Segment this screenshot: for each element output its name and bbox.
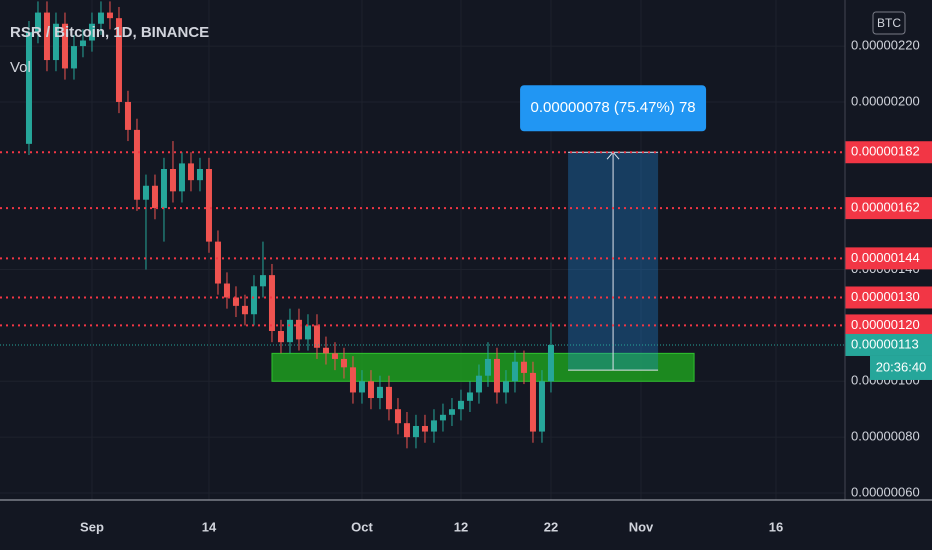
- candle-body: [142, 185, 149, 200]
- y-tick-label: 0.00000060: [851, 484, 920, 499]
- level-tag: [845, 247, 932, 270]
- candle-body: [349, 367, 356, 393]
- candle-body: [439, 414, 446, 421]
- candle-body: [295, 319, 302, 340]
- candle-body: [502, 381, 509, 393]
- candle-body: [214, 241, 221, 284]
- candle-body: [106, 12, 113, 19]
- candle-body: [547, 344, 554, 382]
- level-label: 0.00000130: [851, 289, 920, 304]
- candle-body: [448, 409, 455, 415]
- y-tick-label: 0.00000200: [851, 93, 920, 108]
- candle-body: [385, 386, 392, 410]
- candle-body: [124, 101, 131, 130]
- y-tick-label: 0.00000080: [851, 429, 920, 444]
- currency-label[interactable]: BTC: [877, 16, 901, 30]
- countdown-label: 20:36:40: [876, 359, 927, 374]
- candle-body: [169, 168, 176, 192]
- candle-body: [376, 386, 383, 399]
- candle-body: [457, 400, 464, 410]
- level-tag: [845, 286, 932, 309]
- candle-body: [250, 286, 257, 315]
- candle-body: [151, 185, 158, 209]
- candle-body: [79, 40, 86, 47]
- countdown-tag: [870, 355, 932, 380]
- x-tick-label: Oct: [351, 519, 373, 534]
- x-tick-label: 22: [544, 519, 558, 534]
- candle-body: [529, 372, 536, 432]
- candle-body: [223, 283, 230, 298]
- candle-body: [70, 46, 77, 69]
- candle-body: [178, 163, 185, 192]
- candle-body: [412, 425, 419, 438]
- candle-body: [259, 275, 266, 287]
- candle-body: [475, 375, 482, 393]
- support-zone: [271, 352, 695, 382]
- candle-body: [430, 420, 437, 432]
- candle-body: [511, 361, 518, 382]
- current-price-label: 0.00000113: [851, 336, 919, 351]
- candle-body: [403, 423, 410, 438]
- candle-body: [187, 163, 194, 181]
- candle-body: [115, 18, 122, 102]
- candle-body: [367, 381, 374, 399]
- currency-button[interactable]: [872, 11, 906, 35]
- level-tag: [845, 314, 932, 337]
- candle-body: [331, 353, 338, 359]
- candle-body: [493, 358, 500, 393]
- candle-body: [205, 168, 212, 242]
- chart-title: RSR / Bitcoin, 1D, BINANCE: [10, 24, 209, 41]
- candle-body: [304, 325, 311, 340]
- candle-body: [484, 358, 491, 376]
- candle-body: [25, 32, 32, 144]
- level-label: 0.00000182: [851, 144, 920, 159]
- level-label: 0.00000120: [851, 317, 920, 332]
- level-label: 0.00000162: [851, 200, 920, 215]
- measure-label-box: [520, 85, 707, 132]
- candle-body: [421, 425, 428, 432]
- level-label: 0.00000144: [851, 250, 920, 265]
- y-tick-label: 0.00000220: [851, 38, 920, 53]
- candle-body: [277, 331, 284, 343]
- candle-body: [97, 12, 104, 24]
- measure-label: 0.00000078 (75.47%) 78: [531, 99, 696, 116]
- candle-body: [538, 381, 545, 432]
- candle-body: [133, 129, 140, 200]
- x-tick-label: 12: [454, 519, 468, 534]
- candle-body: [160, 168, 167, 209]
- x-tick-label: Nov: [629, 519, 654, 534]
- candle-body: [61, 23, 68, 69]
- current-price-tag: [845, 333, 932, 356]
- x-tick-label: 14: [202, 519, 217, 534]
- level-tag: [845, 197, 932, 220]
- candle-body: [241, 305, 248, 315]
- x-tick-label: 16: [769, 519, 783, 534]
- candle-body: [466, 392, 473, 401]
- candle-body: [232, 297, 239, 306]
- candle-body: [340, 358, 347, 368]
- candle-body: [196, 168, 203, 181]
- candle-body: [358, 381, 365, 393]
- level-tag: [845, 141, 932, 164]
- candle-body: [322, 347, 329, 354]
- candle-body: [34, 12, 41, 33]
- candle-body: [286, 319, 293, 343]
- x-tick-label: Sep: [80, 519, 104, 534]
- candle-body: [394, 409, 401, 424]
- indicator-label: Vol: [10, 59, 31, 76]
- candle-body: [88, 23, 95, 41]
- candle-body: [43, 12, 50, 61]
- candle-body: [520, 361, 527, 373]
- candle-body: [268, 275, 275, 332]
- candle-body: [313, 325, 320, 348]
- candle-body: [52, 23, 59, 61]
